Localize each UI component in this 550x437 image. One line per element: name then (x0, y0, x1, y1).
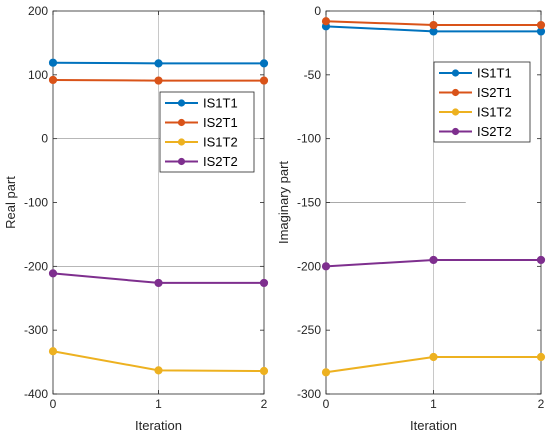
legend-label: IS2T1 (203, 115, 238, 130)
data-point (48, 75, 58, 85)
y-tick-label: -200 (297, 259, 321, 273)
data-point (259, 366, 269, 376)
data-point (321, 368, 331, 377)
legend-swatch-marker (177, 99, 186, 107)
legend-box (159, 91, 255, 173)
data-point (259, 278, 269, 288)
y-tick-label: 0 (314, 4, 321, 18)
legend-label: IS1T2 (477, 105, 512, 120)
y-tick-label: -100 (297, 132, 321, 146)
x-axis-label: Iteration (135, 418, 182, 433)
legend-box (433, 61, 531, 143)
legend-label: IS1T2 (203, 135, 238, 150)
y-axis-label: Real part (3, 176, 18, 229)
data-point (429, 352, 438, 362)
y-tick-label: -200 (24, 259, 48, 273)
data-point (536, 352, 546, 362)
x-tick-label: 1 (430, 397, 437, 411)
data-point (429, 255, 438, 265)
data-point (429, 20, 438, 30)
legend-label: IS2T1 (477, 85, 512, 100)
data-point (321, 262, 331, 271)
data-point (154, 76, 163, 85)
legend-label: IS2T2 (477, 124, 512, 139)
legend-swatch-marker (451, 108, 460, 116)
data-point (259, 76, 269, 85)
y-axis-label: Imaginary part (276, 161, 291, 244)
y-tick-label: 200 (28, 4, 48, 18)
y-tick-label: -300 (297, 387, 321, 401)
data-point (48, 58, 58, 67)
y-tick-label: -100 (24, 196, 48, 210)
data-point (321, 17, 331, 26)
x-tick-label: 2 (261, 397, 268, 411)
data-point (536, 20, 546, 30)
legend-label: IS1T1 (203, 96, 238, 111)
x-tick-label: 1 (155, 397, 162, 411)
legend-swatch-marker (177, 157, 186, 166)
legend-swatch-marker (451, 88, 460, 97)
legend-swatch-marker (177, 138, 186, 146)
y-tick-label: 0 (41, 132, 48, 146)
y-tick-label: -50 (304, 68, 322, 82)
y-tick-label: 100 (28, 68, 48, 82)
data-point (154, 59, 163, 68)
x-axis-label: Iteration (410, 418, 457, 433)
y-tick-label: -250 (297, 323, 321, 337)
legend-swatch-marker (177, 118, 186, 127)
data-point (48, 347, 58, 356)
y-tick-label: -150 (297, 196, 321, 210)
x-tick-label: 0 (50, 397, 57, 411)
x-tick-label: 0 (323, 397, 330, 411)
data-point (536, 255, 546, 265)
legend-swatch-marker (451, 127, 460, 136)
legend-label: IS2T2 (203, 154, 238, 169)
data-point (259, 59, 269, 68)
legend-swatch-marker (451, 69, 460, 77)
legend-label: IS1T1 (477, 66, 512, 81)
y-tick-label: -400 (24, 387, 48, 401)
x-tick-label: 2 (538, 397, 545, 411)
data-point (154, 278, 163, 288)
y-tick-label: -300 (24, 323, 48, 337)
data-point (48, 269, 58, 278)
data-point (154, 366, 163, 375)
